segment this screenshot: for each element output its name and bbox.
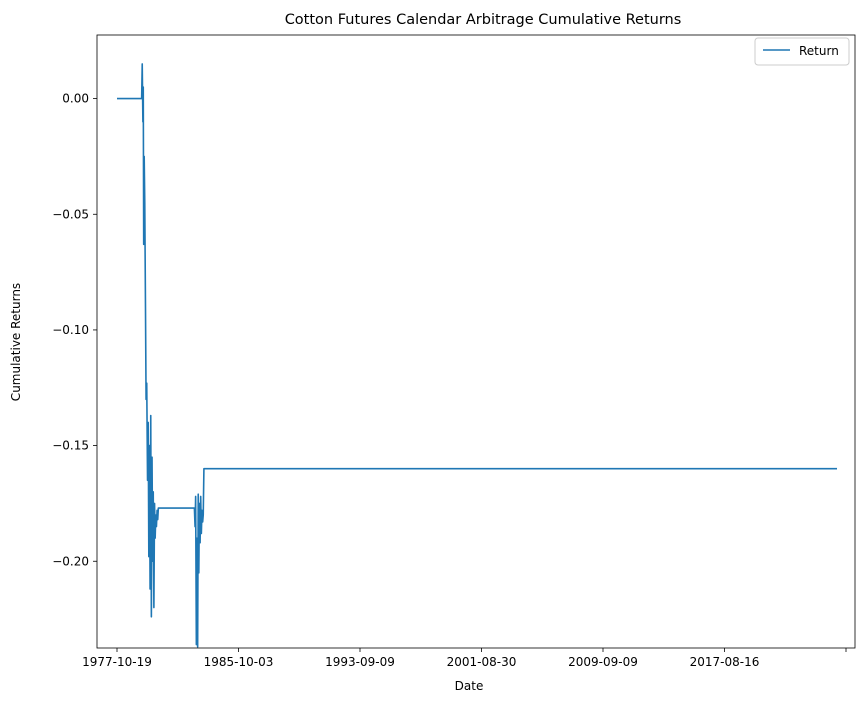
- y-tick-label: 0.00: [62, 92, 89, 106]
- chart-title: Cotton Futures Calendar Arbitrage Cumula…: [285, 12, 682, 28]
- legend-entry-return: Return: [799, 44, 839, 58]
- x-tick-label: 2009-09-09: [568, 655, 638, 669]
- x-axis-label: Date: [455, 679, 484, 693]
- y-tick-label: −0.20: [52, 554, 89, 568]
- x-axis: 1977-10-19 1985-10-03 1993-09-09 2001-08-30…: [82, 648, 847, 669]
- legend-box: [754, 37, 850, 66]
- legend: Return: [754, 37, 850, 66]
- x-tick-label: 1977-10-19: [82, 655, 152, 669]
- series-line-return: [117, 63, 838, 648]
- series-layer: [117, 63, 838, 648]
- x-tick-label: 1993-09-09: [325, 655, 395, 669]
- y-axis-label: Cumulative Returns: [9, 283, 23, 401]
- y-tick-label: −0.15: [52, 439, 89, 453]
- y-tick-label: −0.10: [52, 323, 89, 337]
- y-tick-label: −0.05: [52, 207, 89, 221]
- plot-frame: [96, 34, 856, 649]
- x-tick-label: 1985-10-03: [204, 655, 274, 669]
- y-axis: 0.00 −0.05 −0.10 −0.15 −0.20: [52, 92, 97, 568]
- x-tick-label: 2017-08-16: [690, 655, 760, 669]
- x-tick-label: 2001-08-30: [447, 655, 517, 669]
